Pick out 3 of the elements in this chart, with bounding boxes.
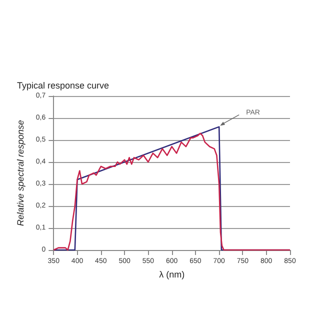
y-axis-title: Relative spectral response xyxy=(16,120,26,226)
chart-title: Typical response curve xyxy=(17,80,110,90)
x-axis-title: λ (nm) xyxy=(159,269,185,280)
